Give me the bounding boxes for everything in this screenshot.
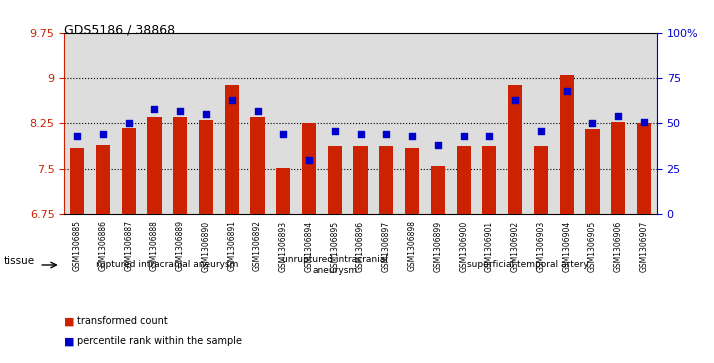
Bar	[173, 117, 187, 214]
Point	[355, 131, 366, 137]
Bar	[431, 166, 445, 214]
Bar	[508, 85, 522, 214]
Text: percentile rank within the sample: percentile rank within the sample	[77, 336, 242, 346]
Bar	[225, 85, 238, 214]
Bar	[251, 117, 265, 214]
Bar	[147, 117, 161, 214]
Point	[252, 108, 263, 114]
Bar	[70, 148, 84, 214]
Point	[149, 106, 160, 112]
Bar	[585, 130, 600, 214]
Bar	[96, 144, 110, 214]
Bar	[199, 121, 213, 214]
Bar	[611, 122, 625, 214]
Text: unruptured intracranial
aneurysm: unruptured intracranial aneurysm	[282, 255, 388, 275]
Point	[71, 133, 83, 139]
Bar	[405, 148, 419, 214]
Point	[226, 97, 238, 103]
Point	[406, 133, 418, 139]
Text: tissue: tissue	[4, 256, 35, 266]
Point	[432, 142, 443, 148]
Point	[123, 121, 134, 126]
Point	[329, 128, 341, 134]
Bar	[276, 168, 291, 214]
Text: transformed count: transformed count	[77, 316, 168, 326]
Point	[200, 111, 211, 117]
Point	[278, 131, 289, 137]
Point	[303, 157, 315, 163]
Point	[587, 121, 598, 126]
Text: superficial temporal artery: superficial temporal artery	[467, 261, 589, 269]
Point	[638, 119, 650, 125]
Point	[561, 88, 573, 94]
Bar	[302, 123, 316, 214]
Text: GDS5186 / 38868: GDS5186 / 38868	[64, 24, 176, 37]
Point	[483, 133, 495, 139]
Point	[174, 108, 186, 114]
Point	[458, 133, 469, 139]
Bar	[560, 75, 574, 214]
Point	[613, 113, 624, 119]
Point	[510, 97, 521, 103]
Point	[381, 131, 392, 137]
Point	[97, 131, 109, 137]
Bar	[328, 146, 342, 214]
Bar	[637, 123, 651, 214]
Text: ■: ■	[64, 336, 75, 346]
Bar	[456, 146, 471, 214]
Text: ■: ■	[64, 316, 75, 326]
Bar	[121, 128, 136, 214]
Bar	[483, 146, 496, 214]
Bar	[534, 146, 548, 214]
Bar	[379, 146, 393, 214]
Point	[536, 128, 547, 134]
Bar	[353, 146, 368, 214]
Text: ruptured intracranial aneurysm: ruptured intracranial aneurysm	[96, 261, 238, 269]
